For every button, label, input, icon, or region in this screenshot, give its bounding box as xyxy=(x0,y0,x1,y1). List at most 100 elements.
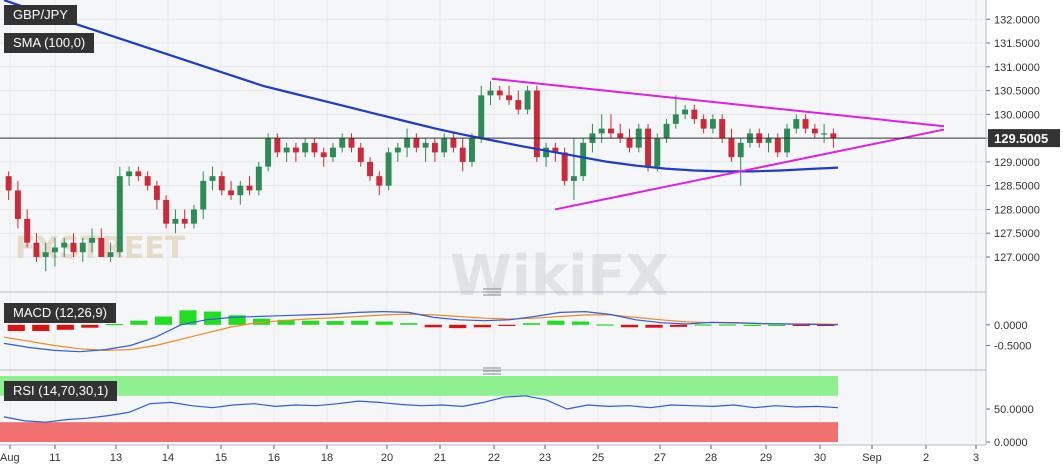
candle-body xyxy=(404,138,411,148)
candle-body xyxy=(821,133,828,135)
macd-histogram-bar xyxy=(277,319,295,325)
x-tick-label: 3 xyxy=(973,452,979,464)
candle-body xyxy=(784,128,790,153)
macd-histogram-bar xyxy=(81,324,99,328)
x-tick-label: 18 xyxy=(321,452,333,464)
candle-body xyxy=(367,161,373,177)
candle-body xyxy=(237,185,244,196)
candle-body xyxy=(348,138,355,148)
candle-body xyxy=(422,142,429,148)
symbol-label: GBP/JPY xyxy=(4,5,77,25)
macd-histogram-bar xyxy=(817,324,835,326)
candle-body xyxy=(172,218,179,224)
candle-body xyxy=(228,190,234,196)
macd-legend-label: MACD (12,26,9) xyxy=(4,303,116,323)
x-tick-label: 20 xyxy=(381,452,393,464)
candle-body xyxy=(811,128,818,134)
candle-body xyxy=(311,142,318,153)
candle-body xyxy=(163,199,170,224)
macd-tick-label: 0.0000 xyxy=(994,320,1028,332)
candle-body xyxy=(709,119,716,129)
candle-body xyxy=(89,237,95,243)
rsi-tick-label: 0.0000 xyxy=(994,437,1028,449)
rsi-axis: 50.0000 0.0000 xyxy=(986,404,1034,449)
macd-histogram-bar xyxy=(228,315,246,325)
macd-histogram-bar xyxy=(375,321,393,325)
macd-histogram-bar xyxy=(449,324,467,329)
macd-histogram-bar xyxy=(32,324,50,331)
triangle-upper-trendline xyxy=(491,77,945,128)
candle-body xyxy=(218,176,225,191)
x-tick-label: 28 xyxy=(705,452,717,464)
macd-histogram-bar xyxy=(571,321,590,325)
candle-body xyxy=(626,138,633,148)
watermark-wikifx: WikiFX xyxy=(450,244,669,309)
macd-histogram-bar xyxy=(105,323,123,326)
candle-body xyxy=(24,218,31,243)
candle-body xyxy=(339,138,346,148)
x-tick-label: Sep xyxy=(862,452,882,464)
rsi-legend-label: RSI (14,70,30,1) xyxy=(4,381,118,401)
macd-histogram-bar xyxy=(130,320,148,325)
candle-body xyxy=(719,119,726,139)
candle-body xyxy=(830,133,837,139)
triangle-lower-trendline xyxy=(554,128,945,211)
macd-histogram-bar xyxy=(302,320,320,325)
candle-body xyxy=(274,138,281,153)
candle-body xyxy=(617,133,624,139)
candle-body xyxy=(737,142,744,158)
candle-body xyxy=(469,138,475,162)
price-tick-label: 130.5000 xyxy=(994,86,1040,98)
candle-body xyxy=(580,142,587,177)
macd-histogram-bar xyxy=(179,310,197,325)
candle-body xyxy=(645,128,651,167)
candle-body xyxy=(200,180,207,210)
x-tick-label: 27 xyxy=(654,452,666,464)
candle-body xyxy=(246,185,253,191)
candle-body xyxy=(98,237,105,257)
candle-body xyxy=(255,166,262,191)
macd-histogram-bar xyxy=(400,323,418,325)
candles xyxy=(5,81,837,272)
candle-body xyxy=(478,95,485,139)
resize-handle-macd[interactable] xyxy=(483,288,501,296)
candle-body xyxy=(413,138,420,148)
rsi-overbought-zone xyxy=(0,376,838,396)
candle-body xyxy=(265,138,272,167)
price-tick-label: 132.0000 xyxy=(994,14,1040,26)
macd-histogram-bar xyxy=(7,324,25,331)
x-axis: Aug 11 13 14 15 16 18 20 21 22 23 25 27 28 29 30 Sep 2 3 xyxy=(0,445,979,464)
last-price-tag: 129.5005 xyxy=(988,129,1060,148)
candle-body xyxy=(672,114,679,124)
resize-handle-rsi[interactable] xyxy=(483,367,501,375)
rsi-oversold-zone xyxy=(0,422,838,442)
candle-body xyxy=(487,90,494,96)
macd-histogram-bar xyxy=(424,324,442,328)
macd-histogram-bar xyxy=(596,324,614,326)
price-tick-label: 127.5000 xyxy=(994,228,1040,240)
candle-body xyxy=(802,119,809,129)
candle-body xyxy=(682,109,689,115)
candle-body xyxy=(376,176,383,186)
x-tick-label: 25 xyxy=(592,452,604,464)
candle-body xyxy=(496,90,503,96)
price-tick-label: 128.5000 xyxy=(994,181,1040,193)
candle-body xyxy=(561,152,568,181)
price-tick-label: 128.0000 xyxy=(994,204,1040,216)
candle-body xyxy=(598,128,605,134)
macd-histogram-bar xyxy=(743,324,761,326)
candle-body xyxy=(320,152,327,158)
macd-histogram-bar xyxy=(645,324,663,328)
x-tick-label: 2 xyxy=(923,452,929,464)
candle-body xyxy=(552,147,559,153)
last-price-value: 129.5005 xyxy=(994,131,1048,146)
candle-body xyxy=(14,190,21,219)
price-tick-label: 131.0000 xyxy=(994,62,1040,74)
sma-legend-label: SMA (100,0) xyxy=(4,33,95,53)
candle-body xyxy=(107,252,114,257)
x-tick-label: 21 xyxy=(434,452,446,464)
candle-body xyxy=(79,242,86,253)
macd-histogram-bar xyxy=(669,324,688,327)
candle-body xyxy=(385,152,392,186)
candle-body xyxy=(61,242,68,248)
